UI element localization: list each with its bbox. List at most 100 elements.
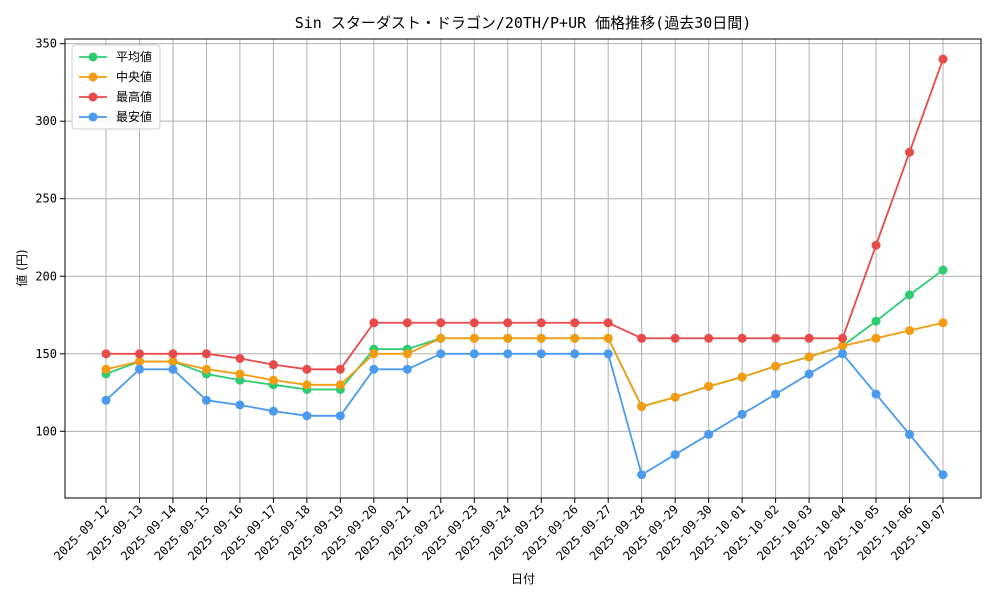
data-point [469, 318, 479, 328]
data-point [570, 318, 580, 328]
legend-marker [88, 92, 98, 102]
data-point [335, 411, 345, 421]
y-tick-label: 150 [35, 347, 57, 361]
data-point [201, 395, 211, 405]
series-line [105, 321, 944, 408]
data-point [670, 333, 680, 343]
data-point [871, 389, 881, 399]
series-layer [101, 54, 948, 480]
data-point [637, 402, 647, 412]
legend-label: 最高値 [116, 89, 152, 104]
legend-item: 最安値 [79, 109, 152, 124]
y-tick-label: 350 [35, 37, 57, 51]
chart-title: Sin スターダスト・ドラゴン/20TH/P+UR 価格推移(過去30日間) [295, 14, 752, 32]
data-point [335, 364, 345, 374]
data-point [938, 318, 948, 328]
data-point [603, 333, 613, 343]
data-point [436, 318, 446, 328]
data-point [938, 54, 948, 64]
data-point [503, 318, 513, 328]
legend-marker [88, 112, 98, 122]
data-point [871, 333, 881, 343]
data-point [134, 364, 144, 374]
plot-frame [64, 38, 982, 499]
data-point [704, 381, 714, 391]
y-axis-title: 値 (円) [14, 249, 29, 286]
data-point [369, 349, 379, 359]
data-point [369, 318, 379, 328]
data-point [101, 364, 111, 374]
data-point [771, 333, 781, 343]
series-line [105, 352, 944, 476]
data-point [603, 318, 613, 328]
data-point [670, 392, 680, 402]
data-point [469, 349, 479, 359]
data-point [402, 364, 412, 374]
data-point [302, 364, 312, 374]
data-point [235, 353, 245, 363]
data-point [101, 395, 111, 405]
series-1 [101, 318, 948, 412]
series-3 [101, 349, 948, 480]
data-point [905, 147, 915, 157]
series-line [106, 58, 944, 371]
legend-marker [88, 72, 98, 82]
legend-marker [88, 52, 98, 62]
data-point [201, 364, 211, 374]
legend-label: 平均値 [116, 49, 152, 64]
data-point [804, 352, 814, 362]
data-point [436, 333, 446, 343]
data-point [838, 349, 848, 359]
data-point [101, 349, 111, 359]
data-point [771, 361, 781, 371]
legend-label: 中央値 [116, 69, 152, 84]
data-point [369, 364, 379, 374]
data-point [402, 318, 412, 328]
data-point [168, 357, 178, 367]
data-point [536, 333, 546, 343]
data-point [302, 380, 312, 390]
data-point [905, 326, 915, 336]
data-point [134, 357, 144, 367]
series-2 [101, 54, 948, 374]
y-tick-label: 300 [35, 114, 57, 128]
data-point [168, 349, 178, 359]
data-point [804, 369, 814, 379]
data-point [436, 349, 446, 359]
axes: 2025-09-122025-09-132025-09-142025-09-15… [35, 37, 949, 564]
data-point [302, 411, 312, 421]
data-point [871, 316, 881, 326]
x-axis-title: 日付 [511, 572, 535, 586]
legend-item: 中央値 [79, 69, 152, 84]
y-tick-label: 250 [35, 192, 57, 206]
data-point [737, 333, 747, 343]
grid [65, 39, 981, 498]
data-point [536, 318, 546, 328]
data-point [402, 349, 412, 359]
data-point [838, 333, 848, 343]
data-point [704, 333, 714, 343]
data-point [637, 470, 647, 480]
data-point [838, 341, 848, 351]
data-point [905, 429, 915, 439]
data-point [938, 470, 948, 480]
data-point [737, 409, 747, 419]
data-point [905, 290, 915, 300]
data-point [235, 369, 245, 379]
data-point [469, 333, 479, 343]
data-point [536, 349, 546, 359]
data-point [804, 333, 814, 343]
data-point [704, 429, 714, 439]
data-point [637, 333, 647, 343]
data-point [335, 380, 345, 390]
data-point [268, 406, 278, 416]
y-tick-label: 200 [35, 269, 57, 283]
data-point [168, 364, 178, 374]
data-point [771, 389, 781, 399]
data-point [268, 360, 278, 370]
data-point [503, 333, 513, 343]
legend-item: 平均値 [79, 49, 152, 64]
